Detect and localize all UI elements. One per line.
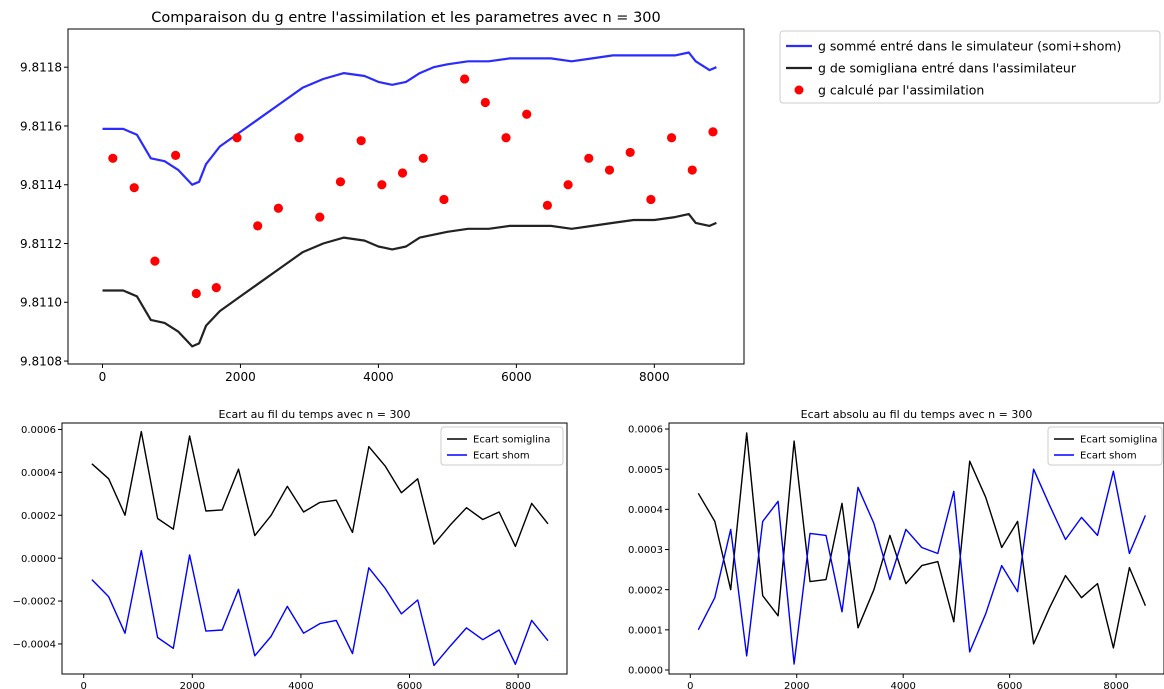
y-tick-label: 0.0001: [628, 625, 663, 636]
chart-1: Comparaison du g entre l'assimilation et…: [20, 10, 1161, 384]
series-3-point: [377, 180, 387, 190]
y-tick-label: 0.0002: [21, 511, 56, 522]
series-3-point: [563, 180, 573, 190]
series-3-point: [646, 194, 656, 205]
x-tick-label: 4000: [288, 681, 313, 689]
series-3-point: [397, 168, 408, 178]
series-3-point: [708, 127, 718, 137]
series-3-point: [108, 153, 118, 163]
legend-label: Ecart shom: [1080, 451, 1137, 462]
x-tick-label: 4000: [363, 370, 394, 384]
series-3-point: [501, 133, 511, 143]
series-3-point: [604, 165, 615, 175]
y-tick-label: 0.0006: [628, 425, 663, 436]
y-tick-label: 0.0006: [21, 425, 56, 436]
series-1-line: [91, 430, 549, 548]
x-tick-label: 2000: [784, 681, 809, 689]
plot-area: [91, 430, 549, 667]
legend-label: Ecart somiglina: [473, 435, 550, 446]
series-3-point: [522, 109, 532, 119]
x-tick-label: 8000: [505, 681, 530, 689]
legend-label: Ecart shom: [473, 451, 530, 462]
series-3-point: [687, 165, 697, 175]
x-tick-label: 0: [687, 681, 693, 689]
series-3-point: [232, 133, 242, 143]
legend-box: [440, 426, 564, 466]
legend-label: Ecart somiglina: [1080, 435, 1157, 446]
x-tick-label: 8000: [639, 370, 670, 384]
series-3-point: [211, 282, 221, 293]
series-3-point: [460, 74, 470, 84]
x-tick-label: 8000: [1103, 681, 1128, 689]
series-3-point: [666, 133, 677, 143]
series-3-point: [171, 150, 181, 160]
series-3-point: [625, 147, 635, 158]
y-tick-label: 9.8114: [20, 178, 62, 192]
legend-box: [779, 30, 1161, 104]
legend-marker: [794, 85, 804, 95]
series-3-point: [191, 288, 201, 299]
axes-frame: [67, 28, 745, 365]
series-3-point: [439, 194, 449, 205]
axes-frame: [61, 422, 568, 675]
x-tick-label: 0: [99, 370, 107, 384]
y-tick-label: 0.0003: [628, 545, 663, 556]
series-1-line: [102, 51, 717, 186]
series-3-point: [335, 177, 346, 187]
x-tick-label: 2000: [225, 370, 256, 384]
series-3-point: [253, 221, 263, 231]
y-tick-label: −0.0004: [13, 640, 56, 651]
y-tick-label: 0.0005: [628, 465, 663, 476]
series-2-line: [91, 549, 549, 667]
chart-title: Ecart absolu au fil du temps avec n = 30…: [801, 408, 1033, 421]
axes-frame: [668, 422, 1164, 675]
x-tick-label: 6000: [997, 681, 1022, 689]
x-tick-label: 6000: [501, 370, 532, 384]
series-3-point: [129, 183, 139, 193]
series-3-point: [418, 153, 428, 163]
series-2-line: [102, 213, 717, 348]
legend: Ecart somiglina Ecart shom: [1047, 426, 1163, 466]
y-tick-label: 0.0000: [21, 554, 56, 565]
series-3-point: [356, 136, 366, 146]
plot-area: [102, 51, 718, 348]
series-3-point: [480, 97, 490, 108]
y-tick-label: 9.8116: [20, 119, 62, 133]
legend: g sommé entré dans le simulateur (somi+s…: [779, 30, 1161, 104]
chart-title: Comparaison du g entre l'assimilation et…: [151, 10, 661, 26]
series-3-point: [150, 256, 160, 266]
y-tick-label: 9.8112: [20, 237, 62, 251]
x-tick-label: 4000: [890, 681, 915, 689]
series-3-point: [542, 200, 553, 210]
series-1-line: [697, 432, 1147, 649]
series-2-line: [697, 468, 1147, 665]
chart-2: Ecart au fil du temps avec n = 300 0 2000 4…: [13, 408, 568, 689]
x-tick-label: 0: [81, 681, 87, 689]
series-3-point: [273, 203, 283, 213]
x-tick-label: 6000: [397, 681, 422, 689]
series-3-point: [315, 212, 325, 222]
y-tick-label: 0.0004: [628, 505, 663, 516]
series-3-point: [584, 153, 594, 163]
y-tick-label: −0.0002: [13, 597, 56, 608]
chart-3: Ecart absolu au fil du temps avec n = 30…: [628, 408, 1164, 689]
y-tick-label: 9.8108: [20, 354, 62, 368]
y-tick-label: 9.8118: [20, 61, 62, 75]
series-3-point: [294, 133, 304, 143]
legend-box: [1047, 426, 1163, 466]
legend: Ecart somiglina Ecart shom: [440, 426, 564, 466]
y-tick-label: 9.8110: [20, 296, 62, 310]
legend-label: g sommé entré dans le simulateur (somi+s…: [818, 39, 1121, 54]
legend-label: g de somigliana entré dans l'assimilateu…: [818, 61, 1077, 76]
x-tick-label: 2000: [180, 681, 205, 689]
y-tick-label: 0.0004: [21, 468, 56, 479]
y-tick-label: 0.0000: [628, 666, 663, 677]
plot-area: [697, 432, 1147, 665]
legend-label: g calculé par l'assimilation: [818, 83, 984, 98]
y-tick-label: 0.0002: [628, 585, 663, 596]
chart-title: Ecart au fil du temps avec n = 300: [219, 408, 411, 421]
